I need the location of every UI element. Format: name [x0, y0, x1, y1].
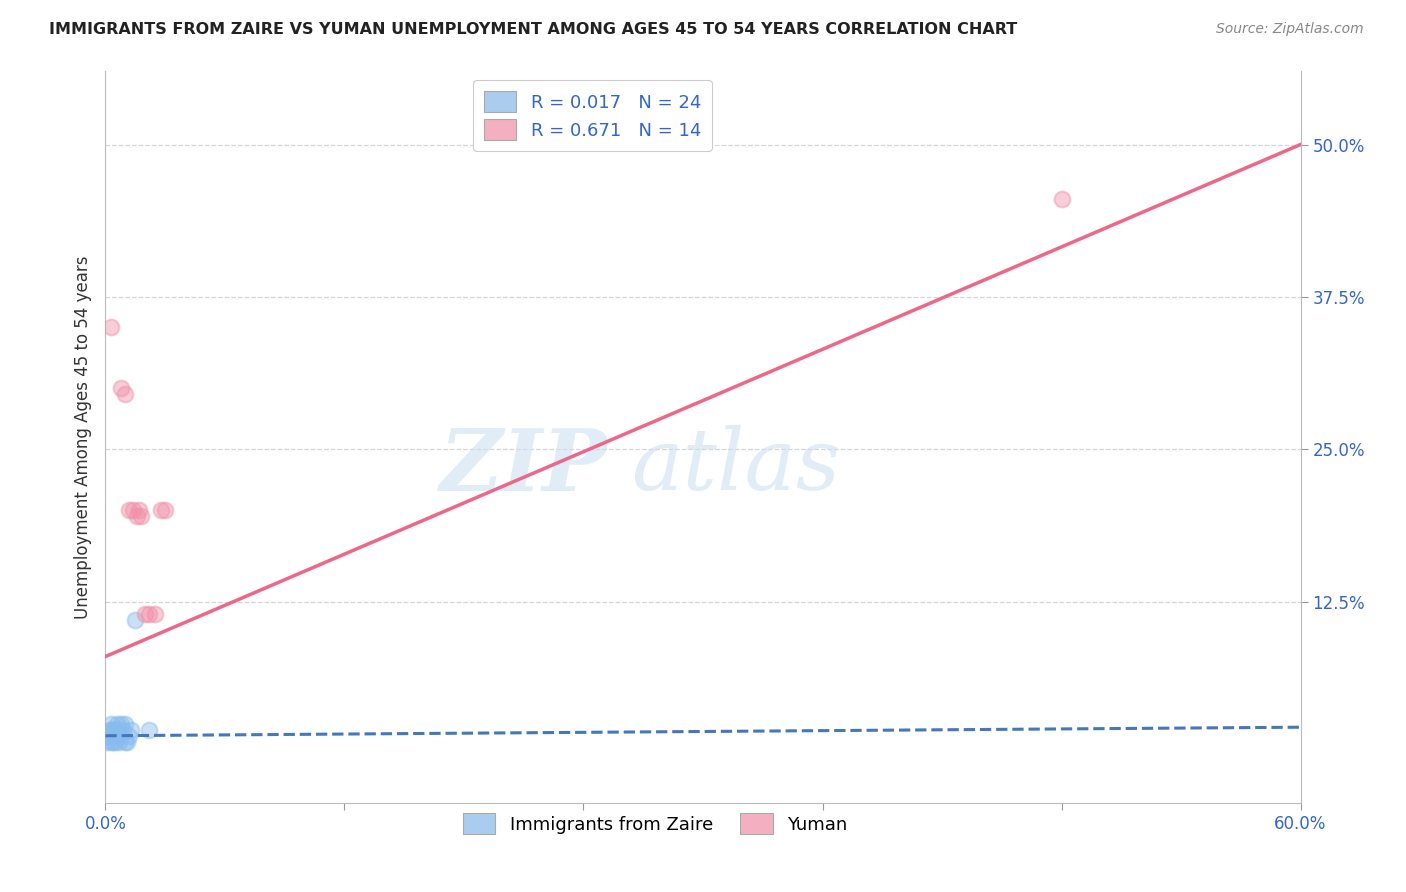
Text: IMMIGRANTS FROM ZAIRE VS YUMAN UNEMPLOYMENT AMONG AGES 45 TO 54 YEARS CORRELATIO: IMMIGRANTS FROM ZAIRE VS YUMAN UNEMPLOYM…: [49, 22, 1018, 37]
Y-axis label: Unemployment Among Ages 45 to 54 years: Unemployment Among Ages 45 to 54 years: [73, 255, 91, 619]
Legend: Immigrants from Zaire, Yuman: Immigrants from Zaire, Yuman: [453, 803, 858, 845]
Point: [100, 716, 122, 731]
Point: [153, 503, 177, 517]
Point: [108, 723, 131, 737]
Point: [107, 729, 129, 743]
Point: [104, 723, 127, 737]
Text: ZIP: ZIP: [440, 425, 607, 508]
Point: [120, 723, 142, 737]
Point: [117, 735, 139, 749]
Point: [122, 503, 145, 517]
Point: [114, 716, 136, 731]
Point: [110, 381, 132, 395]
Point: [100, 735, 122, 749]
Point: [108, 735, 131, 749]
Point: [128, 503, 150, 517]
Point: [114, 387, 136, 401]
Text: atlas: atlas: [631, 425, 841, 508]
Point: [138, 723, 160, 737]
Point: [143, 607, 166, 621]
Point: [129, 509, 153, 524]
Text: Source: ZipAtlas.com: Source: ZipAtlas.com: [1216, 22, 1364, 37]
Point: [110, 716, 132, 731]
Point: [103, 735, 125, 749]
Point: [1050, 192, 1073, 206]
Point: [100, 320, 122, 334]
Point: [112, 723, 135, 737]
Point: [110, 729, 132, 743]
Point: [103, 723, 125, 737]
Point: [138, 607, 160, 621]
Point: [114, 735, 136, 749]
Point: [118, 503, 141, 517]
Point: [134, 607, 156, 621]
Point: [98, 729, 121, 743]
Point: [150, 503, 173, 517]
Point: [104, 735, 127, 749]
Point: [107, 716, 129, 731]
Point: [96, 735, 118, 749]
Point: [118, 729, 141, 743]
Point: [98, 723, 121, 737]
Point: [127, 509, 149, 524]
Point: [100, 723, 122, 737]
Point: [124, 613, 146, 627]
